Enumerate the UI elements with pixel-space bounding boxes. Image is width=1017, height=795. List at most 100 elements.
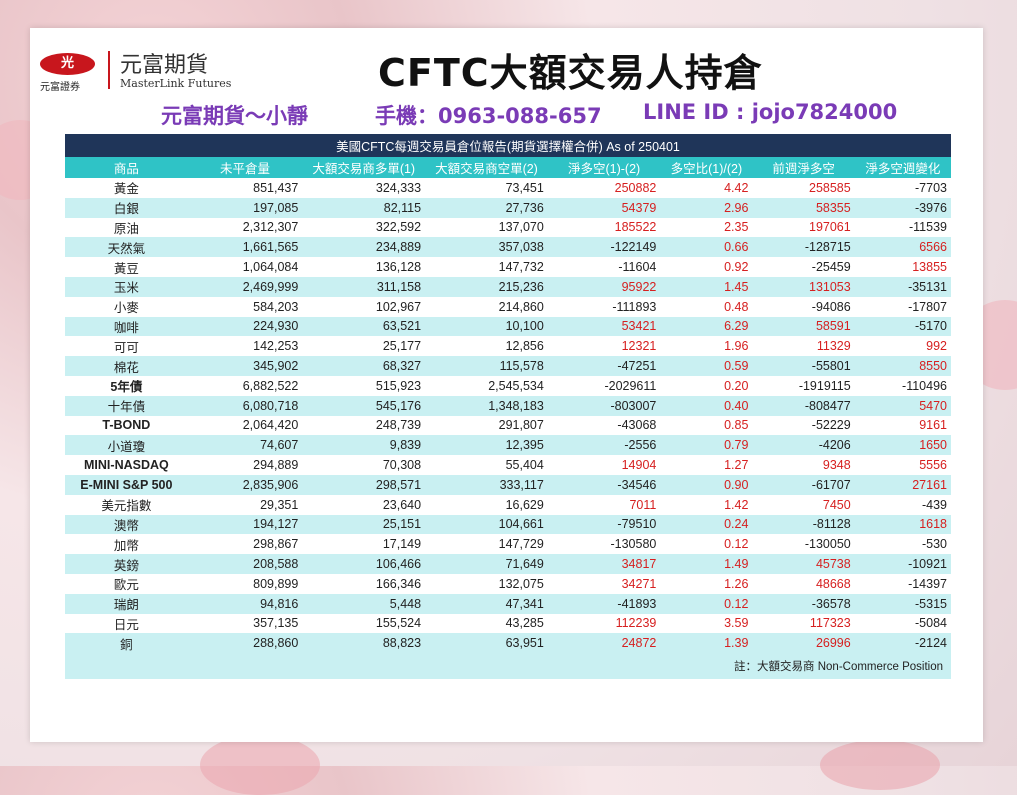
table-cell: 43,285	[505, 616, 544, 631]
table-cell: 294,889	[253, 458, 299, 473]
table-cell: 26996	[752, 633, 855, 654]
column-header-row: 商品 未平倉量 大額交易商多單(1) 大額交易商空單(2) 淨多空(1)-(2) 多空比(…	[65, 157, 951, 178]
table-cell: -5084	[915, 616, 947, 631]
table-row: 澳幣 194,127 25,151 104,661 -79510 0.24 -81128 16…	[65, 514, 951, 535]
table-cell: -10921	[854, 554, 951, 574]
logo-english-name: MasterLink Futures	[120, 77, 232, 90]
contact-phone: 手機：0963-088-657	[375, 104, 602, 128]
table-cell: 11329	[816, 339, 851, 354]
table-cell: 17,149	[382, 537, 422, 552]
table-cell: 3.59	[724, 616, 749, 631]
table-cell: -5170	[854, 316, 951, 337]
table-cell: 12321	[621, 339, 657, 354]
table-cell: 1650	[854, 435, 951, 456]
table-cell: 9,839	[302, 435, 426, 456]
table-cell: 104,661	[425, 514, 548, 535]
table-cell: 0.20	[724, 378, 749, 393]
commodity-name: 黃豆	[113, 261, 139, 276]
table-cell: 55,404	[505, 458, 544, 473]
table-row: 銅 288,860 88,823 63,951 24872 1.39 26996 -2124	[65, 633, 951, 654]
commodity-name: 5年債	[110, 380, 143, 395]
logo-subtitle: 元富證券	[40, 82, 80, 93]
table-cell: 234,889	[302, 237, 426, 258]
table-cell: 288,860	[187, 633, 303, 654]
table-cell: 1.27	[724, 458, 749, 473]
table-cell: -2029611	[604, 378, 657, 393]
table-cell: 12,395	[425, 435, 548, 456]
table-cell: 106,466	[302, 554, 426, 574]
table-cell: -81128	[752, 514, 855, 535]
table-cell: 25,151	[302, 514, 426, 535]
table-cell: 333,117	[425, 474, 548, 495]
table-row: 小麥 584,203 102,967 214,860 -111893 0.48 -94086…	[65, 297, 951, 317]
table-cell: 68,327	[302, 356, 426, 376]
table-cell: 147,729	[498, 537, 544, 552]
table-cell: 117323	[809, 616, 851, 631]
table-cell: 0.24	[660, 514, 753, 535]
table-cell: 0.12	[724, 537, 749, 552]
column-header: 大額交易商空單(2)	[425, 157, 548, 178]
table-cell: 73,451	[505, 180, 544, 195]
table-cell: -4206	[752, 435, 855, 456]
table-cell: -14397	[908, 576, 947, 591]
table-cell: -55801	[752, 356, 855, 376]
table-cell: 63,521	[302, 316, 426, 337]
table-cell: 27,736	[425, 197, 548, 218]
table-cell: -5315	[854, 593, 951, 614]
table-cell: 115,578	[425, 356, 548, 376]
table-cell: 197,085	[187, 197, 303, 218]
table-cell: 63,951	[425, 633, 548, 654]
table-cell: -47251	[547, 356, 661, 376]
commodity-name: 白銀	[65, 197, 188, 218]
table-row: 日元 357,135 155,524 43,285 112239 3.59 117323 -5…	[65, 614, 951, 634]
table-cell: 0.85	[724, 418, 749, 433]
table-cell: 34271	[621, 576, 657, 591]
commodity-name: T-BOND	[102, 418, 151, 433]
table-cell: 311,158	[302, 276, 426, 297]
table-cell: 71,649	[425, 554, 548, 574]
table-row: T-BOND 2,064,420 248,739 291,807 -43068 0.85 -…	[65, 416, 951, 436]
table-cell: 2,545,534	[488, 378, 544, 393]
table-cell: 992	[926, 339, 947, 354]
table-cell: 0.90	[660, 474, 753, 495]
table-cell: 357,135	[253, 616, 299, 631]
commodity-name: 咖啡	[65, 316, 188, 337]
table-cell: 5470	[854, 395, 951, 416]
table-row: 黃金 851,437 324,333 73,451 250882 4.42 258585 -7…	[65, 178, 951, 198]
table-cell: 166,346	[375, 576, 422, 591]
table-cell: 53421	[547, 316, 661, 337]
commodity-name: 可可	[113, 340, 139, 355]
table-cell: 1.39	[660, 633, 753, 654]
table-cell: -808477	[752, 395, 855, 416]
table-row: 5年債 6,882,522 515,923 2,545,534 -2029611 0.20…	[65, 376, 951, 396]
table-note: 註：大額交易商 Non-Commerce Position	[65, 653, 951, 680]
table-cell: 48668	[815, 576, 851, 591]
table-cell: 137,070	[498, 220, 544, 235]
table-row: 十年債 6,080,718 545,176 1,348,183 -803007 0.40-…	[65, 395, 951, 416]
table-cell: 6,080,718	[187, 395, 303, 416]
table-cell: -2556	[547, 435, 661, 456]
column-header: 多空比(1)/(2)	[660, 157, 753, 178]
table-row: MINI-NASDAQ 294,889 70,308 55,404 14904 1.27 9…	[65, 455, 951, 475]
table-cell: 27161	[854, 474, 951, 495]
table-cell: 2.96	[660, 197, 753, 218]
table-row: 瑞朗 94,816 5,448 47,341 -41893 0.12 -36578 -5315	[65, 593, 951, 614]
table-cell: -79510	[547, 514, 661, 535]
table-cell: -130580	[610, 537, 657, 552]
table-cell: 7011	[629, 497, 657, 512]
logo-divider	[108, 51, 110, 89]
commodity-name: 澳幣	[65, 514, 188, 535]
column-header: 大額交易商多單(1)	[302, 157, 426, 178]
company-logo: 光 元富證券 元富期貨 MasterLink Futures	[40, 47, 250, 95]
table-cell: -439	[921, 497, 947, 512]
table-cell: 132,075	[498, 576, 544, 591]
table-cell: 0.40	[660, 395, 753, 416]
table-row: E-MINI S&P 500 2,835,906 298,571 333,117 -34…	[65, 474, 951, 495]
table-row: 咖啡 224,930 63,521 10,100 53421 6.29 58591 -5170	[65, 316, 951, 337]
table-cell: -128715	[752, 237, 855, 258]
table-cell: -43068	[617, 418, 657, 433]
table-cell: 2,469,999	[187, 276, 303, 297]
table-cell: 147,732	[498, 260, 544, 275]
table-cell: 16,629	[505, 497, 544, 512]
table-cell: 248,739	[375, 418, 422, 433]
